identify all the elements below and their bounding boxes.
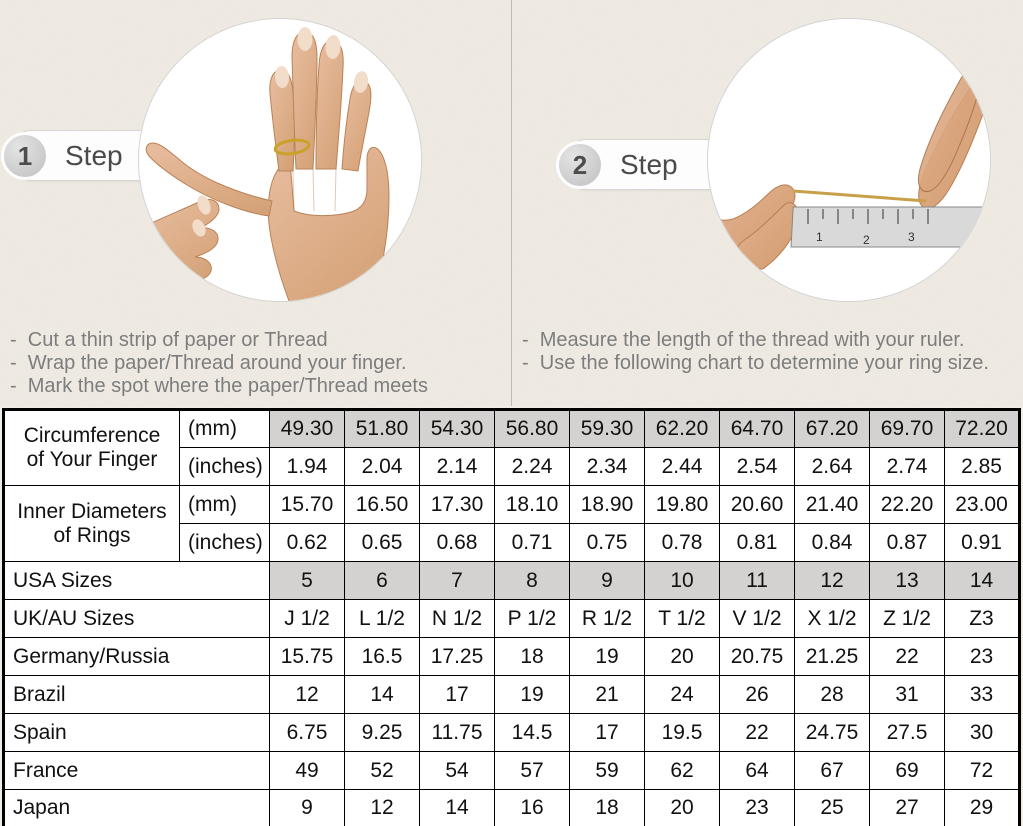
- svg-text:1: 1: [816, 230, 823, 244]
- svg-text:2: 2: [863, 233, 870, 247]
- svg-text:3: 3: [908, 230, 915, 244]
